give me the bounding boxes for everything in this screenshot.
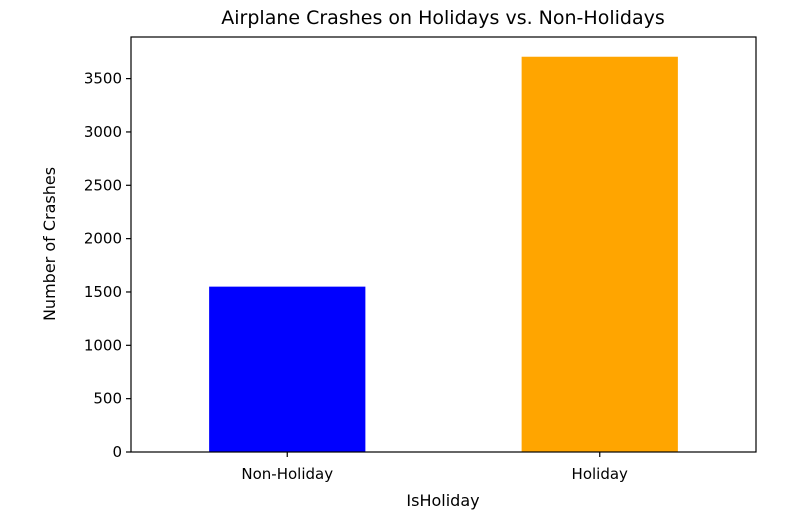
x-axis-title: IsHoliday: [406, 491, 479, 510]
y-tick-label: 3000: [84, 123, 122, 141]
y-tick-label: 1500: [84, 283, 122, 301]
bar-non-holiday: [209, 286, 366, 452]
y-tick-label: 3500: [84, 70, 122, 88]
y-tick-label: 1000: [84, 336, 122, 354]
y-axis-title: Number of Crashes: [40, 167, 59, 321]
x-axis: Non-Holiday Holiday: [241, 452, 628, 483]
y-tick-label: 2000: [84, 230, 122, 248]
y-tick-label: 0: [112, 443, 122, 461]
plot-frame: [130, 36, 757, 453]
x-tick-label: Non-Holiday: [241, 465, 333, 483]
chart-title: Airplane Crashes on Holidays vs. Non-Hol…: [221, 7, 664, 29]
x-tick-label: Holiday: [572, 465, 629, 483]
y-axis: 0 500 1000 1500 2000 2500 3000 3500: [84, 70, 131, 461]
bars-group: [209, 56, 678, 452]
y-tick-label: 2500: [84, 176, 122, 194]
y-tick-label: 500: [93, 390, 122, 408]
bar-holiday: [521, 56, 678, 452]
